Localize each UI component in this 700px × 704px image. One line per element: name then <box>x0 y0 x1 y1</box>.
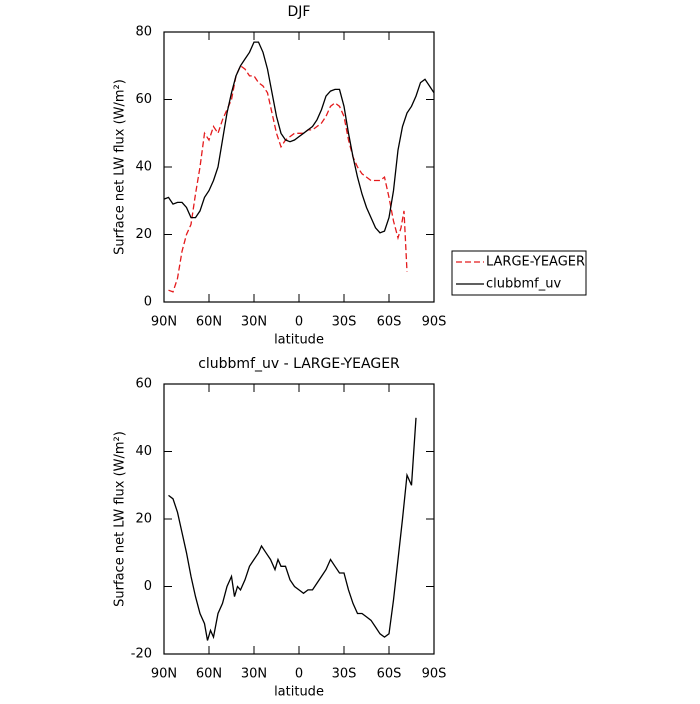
x-tick-label: 30N <box>241 315 267 330</box>
y-axis-label: Surface net LW flux (W/m²) <box>113 431 128 607</box>
x-axis-label: latitude <box>274 333 324 348</box>
chart-title: clubbmf_uv - LARGE-YEAGER <box>198 356 400 372</box>
legend-label: LARGE-YEAGER <box>486 255 585 270</box>
y-tick-label: 0 <box>144 295 152 310</box>
y-axis-label: Surface net LW flux (W/m²) <box>113 79 128 255</box>
x-tick-label: 90N <box>151 315 177 330</box>
x-tick-label: 90S <box>422 315 447 330</box>
x-axis-label: latitude <box>274 685 324 700</box>
x-tick-label: 30N <box>241 667 267 682</box>
x-tick-label: 30S <box>332 315 357 330</box>
data-line <box>168 64 408 293</box>
x-tick-label: 90S <box>422 667 447 682</box>
x-tick-label: 30S <box>332 667 357 682</box>
data-line <box>163 41 435 234</box>
y-tick-label: 40 <box>135 444 152 459</box>
y-tick-label: 40 <box>135 160 152 175</box>
plot-frame <box>163 31 435 303</box>
x-tick-label: 60S <box>377 667 402 682</box>
chart-title: DJF <box>288 4 311 20</box>
x-tick-label: 60S <box>377 315 402 330</box>
x-tick-label: 60N <box>196 667 222 682</box>
y-tick-label: 20 <box>135 227 152 242</box>
x-tick-label: 60N <box>196 315 222 330</box>
y-tick-label: 80 <box>135 25 152 40</box>
y-tick-label: 60 <box>135 92 152 107</box>
x-tick-label: 0 <box>295 667 303 682</box>
y-tick-label: 60 <box>135 377 152 392</box>
plot-frame <box>163 383 435 655</box>
x-tick-label: 90N <box>151 667 177 682</box>
legend-label: clubbmf_uv <box>486 277 561 292</box>
data-line <box>168 417 417 641</box>
y-tick-label: -20 <box>131 647 152 662</box>
x-tick-label: 0 <box>295 315 303 330</box>
legend-box <box>451 250 587 296</box>
y-tick-label: 20 <box>135 512 152 527</box>
y-tick-label: 0 <box>144 579 152 594</box>
